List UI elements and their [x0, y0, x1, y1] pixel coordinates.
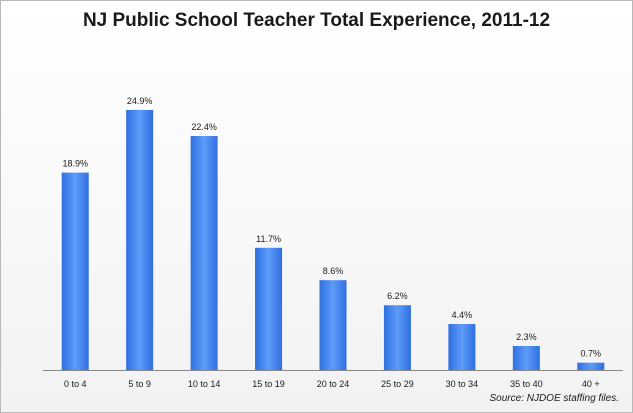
bar-6 [383, 305, 411, 370]
bar-9 [577, 362, 605, 370]
x-tick-label-5: 20 to 24 [317, 379, 350, 389]
bar-value-label-5: 8.6% [323, 266, 344, 276]
x-tick-label-6: 25 to 29 [381, 379, 414, 389]
x-tick-label-2: 5 to 9 [128, 379, 151, 389]
bar-3 [190, 136, 218, 370]
bar-2 [126, 109, 154, 370]
bar-value-label-9: 0.7% [581, 349, 602, 359]
bar-value-label-1: 18.9% [62, 159, 88, 169]
bar-value-label-8: 2.3% [516, 332, 537, 342]
bar-value-label-2: 24.9% [127, 96, 153, 106]
x-tick-label-8: 35 to 40 [510, 379, 543, 389]
x-tick-label-7: 30 to 34 [446, 379, 479, 389]
bar-value-label-6: 6.2% [387, 291, 408, 301]
bar-7 [448, 324, 476, 370]
x-tick-label-4: 15 to 19 [252, 379, 285, 389]
x-tick-label-9: 40 + [582, 379, 600, 389]
source-note: Source: NJDOE staffing files. [489, 393, 620, 404]
bar-5 [319, 280, 347, 370]
bar-value-label-4: 11.7% [256, 234, 281, 244]
bar-1 [61, 172, 89, 370]
chart-title: NJ Public School Teacher Total Experienc… [82, 10, 551, 31]
bar-value-label-7: 4.4% [452, 310, 473, 320]
bar-8 [512, 345, 540, 370]
x-tick-label-1: 0 to 4 [64, 379, 87, 389]
bar-4 [255, 247, 283, 370]
bar-value-label-3: 22.4% [191, 122, 217, 132]
x-tick-label-3: 10 to 14 [188, 379, 221, 389]
